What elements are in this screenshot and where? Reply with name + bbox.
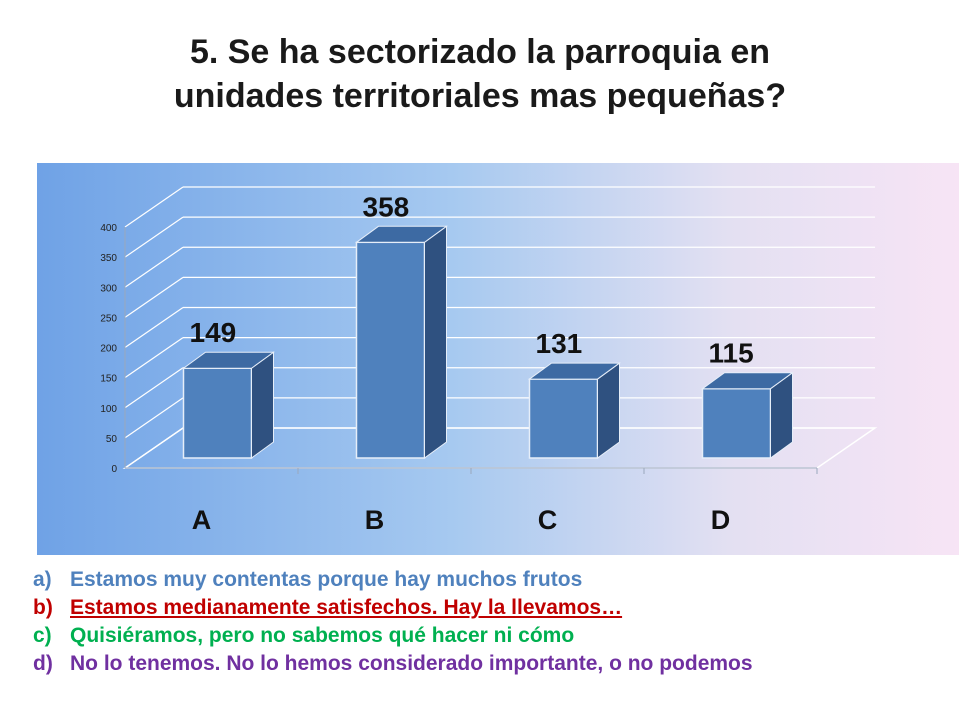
category-label: C: [538, 505, 558, 535]
gridline-side: [124, 337, 184, 379]
bar: [528, 378, 599, 459]
answer-text: Estamos medianamente satisfechos. Hay la…: [70, 596, 623, 619]
title-line-2: unidades territoriales mas pequeñas?: [173, 77, 787, 115]
y-tick-label: 150: [100, 374, 117, 385]
data-label: 115: [709, 338, 754, 369]
category-label: A: [192, 505, 212, 535]
y-tick-label: 350: [100, 253, 117, 264]
bar: [182, 367, 253, 459]
y-tick-label: 100: [100, 404, 117, 415]
answer-text: Quisiéramos, pero no sabemos qué hacer n…: [70, 624, 575, 647]
y-tick-label: 300: [100, 283, 117, 294]
bar-top: [527, 362, 622, 380]
gridline-side: [124, 186, 184, 228]
answer-c: c) Quisiéramos, pero no sabemos qué hace…: [33, 622, 933, 650]
y-tick-label: 200: [100, 344, 117, 355]
category-label: D: [711, 505, 731, 535]
answer-text: No lo tenemos. No lo hemos considerado i…: [70, 652, 753, 675]
title-line-1: 5. Se ha sectorizado la parroquia en: [189, 33, 771, 71]
bar-side: [424, 225, 447, 459]
y-tick-label: 250: [100, 313, 117, 324]
answer-b: b) Estamos medianamente satisfechos. Hay…: [33, 594, 933, 622]
answer-list: a) Estamos muy contentas porque hay much…: [33, 566, 933, 678]
answer-letter: d): [33, 652, 53, 675]
bar: [701, 387, 772, 459]
answer-a: a) Estamos muy contentas porque hay much…: [33, 566, 933, 594]
bar-top: [354, 225, 449, 243]
data-label: 149: [190, 317, 237, 348]
answer-d: d) No lo tenemos. No lo hemos considerad…: [33, 650, 933, 678]
category-label: B: [365, 505, 385, 535]
gridline-side: [124, 307, 184, 348]
gridline-side: [124, 397, 184, 439]
data-label: 358: [363, 191, 410, 222]
answer-text: Estamos muy contentas porque hay muchos …: [70, 568, 583, 591]
data-label: 131: [536, 328, 583, 359]
bar-side: [251, 351, 274, 459]
bar-top: [700, 372, 795, 390]
gridline-side: [124, 216, 184, 258]
y-tick-label: 50: [106, 434, 118, 445]
bar-chart: 0 50 100 150 200 250 300 350 400 149 A 358 B 131 C 115 D: [100, 186, 878, 535]
y-tick-label: 0: [111, 464, 117, 475]
gridline-side: [124, 276, 184, 318]
y-tick-label: 400: [100, 223, 117, 234]
answer-letter: b): [33, 596, 53, 619]
gridline-side: [124, 246, 184, 288]
slide-title: 5. Se ha sectorizado la parroquia en uni…: [40, 30, 920, 118]
answer-letter: c): [33, 624, 52, 647]
answer-letter: a): [33, 568, 52, 591]
bar: [355, 241, 426, 459]
bar-side: [597, 362, 620, 459]
bar-top: [181, 351, 276, 369]
chart-panel: 0 50 100 150 200 250 300 350 400 149 A 358 B 131 C 115 D: [37, 163, 959, 555]
gridline-side: [124, 367, 184, 409]
